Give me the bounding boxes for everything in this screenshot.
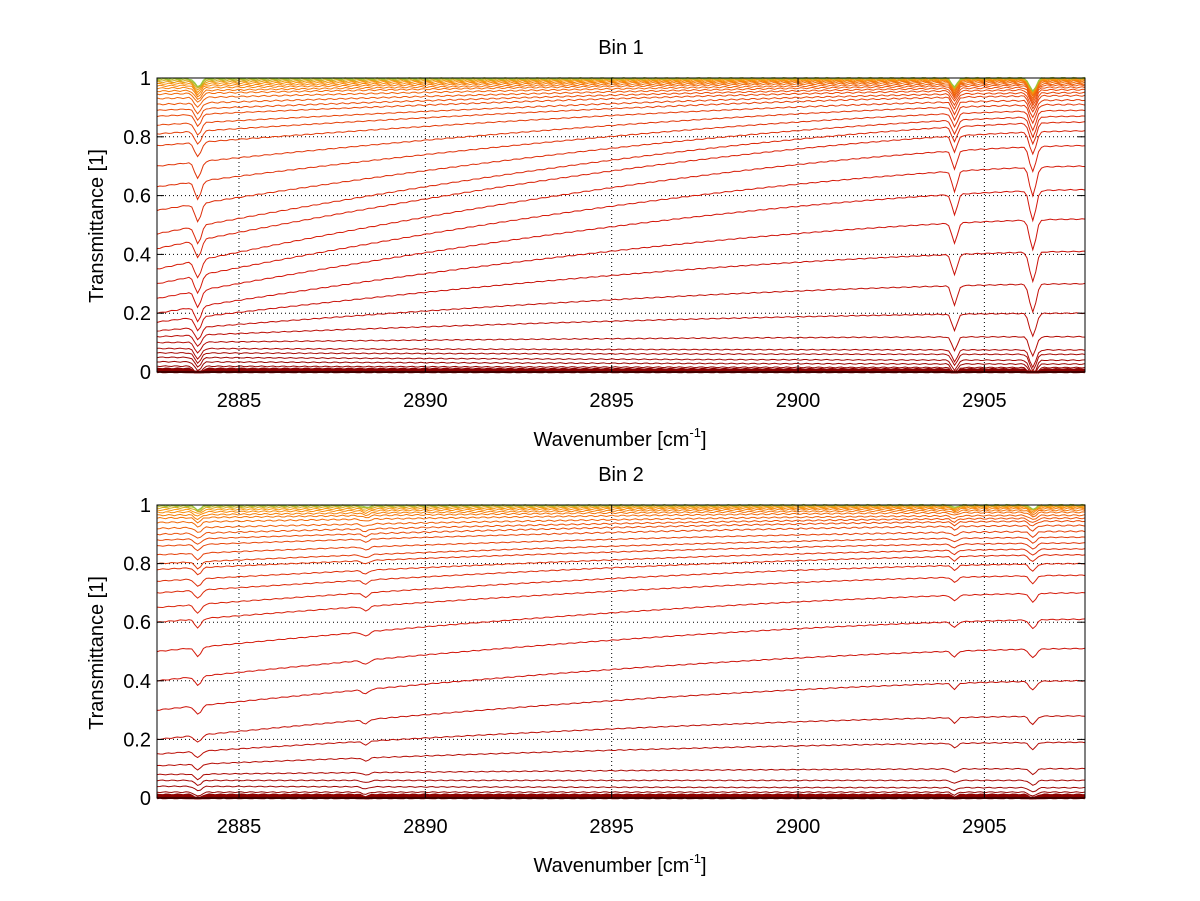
spectrum-line (156, 509, 1086, 524)
y-tick-label: 1 (140, 68, 151, 90)
spectrum-line (156, 335, 1086, 358)
spectrum-line (156, 80, 1086, 100)
spectrum-line (156, 94, 1086, 145)
x-tick-label: 2890 (403, 816, 448, 838)
spectrum-line (156, 514, 1086, 533)
chart-title: Bin 2 (598, 464, 644, 486)
spectrum-line (156, 511, 1086, 528)
spectrum-line (156, 530, 1086, 561)
y-tick-label: 0.2 (123, 729, 151, 751)
spectrum-line (156, 779, 1086, 787)
spectrum-line (156, 591, 1086, 658)
spectrum-line (156, 130, 1086, 259)
axes-box (156, 77, 1086, 373)
x-axis-label: Wavenumber [cm-1] (533, 425, 706, 451)
spectrum-line (156, 98, 1086, 158)
y-tick-label: 0 (140, 362, 151, 384)
x-tick-label: 2905 (962, 390, 1007, 412)
y-tick-label: 0.2 (123, 303, 151, 325)
spectrum-line (156, 520, 1086, 545)
y-tick-label: 0.8 (123, 127, 151, 149)
spectrum-line (156, 562, 1086, 614)
spectrum-line (156, 507, 1086, 521)
x-axis-label: Wavenumber [cm-1] (533, 851, 706, 877)
spectrum-line (156, 505, 1086, 514)
y-axis-ticks: 0 0.2 0.4 0.6 0.8 1 (123, 495, 1085, 810)
spectrum-line (156, 91, 1086, 136)
spectrum-line (156, 84, 1086, 115)
y-tick-label: 1 (140, 495, 151, 517)
spectrum-line (156, 312, 1086, 348)
x-axis-ticks: 2885 2890 2895 2900 2905 (217, 78, 1007, 412)
spectrum-line (156, 250, 1086, 332)
spectrum-line (156, 618, 1086, 687)
spectrum-line (156, 517, 1086, 539)
spectrum-line (156, 360, 1086, 373)
y-axis-label: Transmittance [1] (86, 576, 108, 730)
spectrum-line (156, 506, 1086, 517)
y-tick-label: 0.8 (123, 554, 151, 576)
x-tick-label: 2890 (403, 390, 448, 412)
y-tick-label: 0 (140, 788, 151, 810)
spectrum-line (156, 574, 1086, 629)
spectrum-line (157, 347, 1086, 369)
spectrum-line (156, 542, 1086, 576)
spectrum-line (156, 785, 1086, 793)
chart-title: Bin 1 (598, 37, 644, 59)
spectrum-line (156, 188, 1086, 309)
spectrum-line (156, 536, 1086, 570)
x-tick-label: 2885 (217, 816, 262, 838)
spectrum-line (156, 78, 1086, 96)
spectrum-line (156, 679, 1086, 743)
y-tick-label: 0.6 (123, 186, 151, 208)
subplot-bin-1: Bin 1 2885 2890 2895 2900 2905 0 0.2 0.4 0.6 0.8… (86, 37, 1086, 451)
x-tick-label: 2885 (217, 390, 262, 412)
y-tick-label: 0.4 (123, 671, 151, 693)
x-axis-ticks: 2885 2890 2895 2900 2905 (217, 505, 1007, 838)
spectrum-line (156, 791, 1086, 797)
spectrum-line (156, 504, 1086, 512)
spectrum-line (156, 365, 1086, 373)
spectrum-line (156, 81, 1086, 103)
spectrum-line (156, 121, 1086, 245)
y-axis-label: Transmittance [1] (86, 149, 108, 303)
x-tick-label: 2895 (589, 390, 634, 412)
spectrum-line (156, 86, 1086, 122)
spectrum-line (156, 103, 1086, 180)
spectrum-line (156, 282, 1086, 341)
spectrum-line (156, 767, 1086, 781)
subplot-bin-2: Bin 2 2885 2890 2895 2900 2905 0 0.2 0.4 0.6 0.8… (86, 464, 1086, 877)
spectrum-line (156, 79, 1086, 98)
spectrum-line (156, 88, 1086, 128)
spectrum-line (156, 367, 1086, 374)
spectrum-line (156, 356, 1086, 373)
spectrum-line (156, 165, 1086, 295)
spectrum-line (156, 793, 1086, 800)
spectrum-line (156, 647, 1086, 715)
x-tick-label: 2905 (962, 816, 1007, 838)
y-tick-label: 0.6 (123, 612, 151, 634)
spectrum-line (156, 741, 1086, 771)
spectrum-line (156, 218, 1086, 323)
spectrum-line (156, 115, 1086, 223)
x-tick-label: 2900 (776, 816, 821, 838)
y-tick-label: 0.4 (123, 244, 151, 266)
y-axis-ticks: 0 0.2 0.4 0.6 0.8 1 (123, 68, 1085, 384)
spectrum-line (156, 144, 1086, 279)
axes-box (156, 504, 1086, 799)
x-tick-label: 2895 (589, 816, 634, 838)
spectrum-line (156, 109, 1086, 201)
spectrum-line (156, 524, 1086, 552)
x-tick-label: 2900 (776, 390, 821, 412)
spectrum-line (156, 82, 1086, 108)
spectrum-line (156, 715, 1086, 759)
spectrum-line (156, 553, 1086, 599)
spectrum-line (156, 548, 1086, 587)
spectrum-line (156, 351, 1086, 373)
